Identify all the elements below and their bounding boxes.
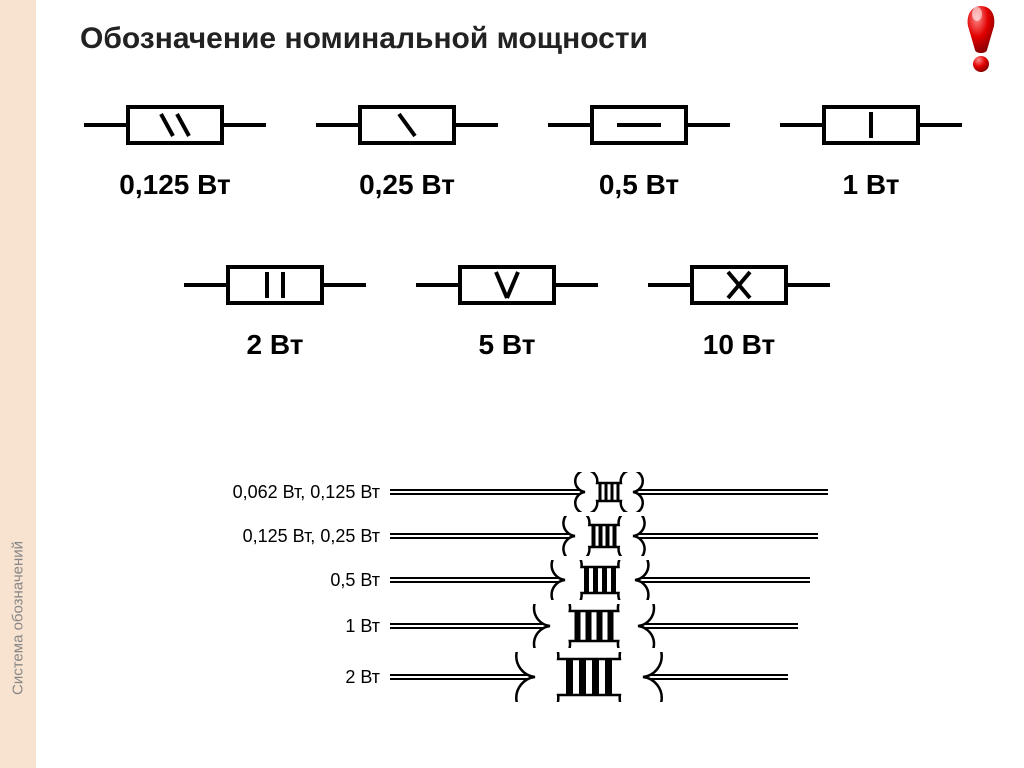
physical-resistor-row: 0,125 Вт, 0,25 Вт — [150, 516, 828, 556]
sidebar-panel: Система обозначений — [0, 0, 36, 768]
sidebar-label: Система обозначений — [0, 488, 36, 748]
schematic-row-2: 2 Вт 5 Вт 10 Вт — [180, 255, 834, 361]
physical-resistor-label: 0,062 Вт, 0,125 Вт — [150, 482, 390, 503]
schematic-symbol: 0,125 Вт — [80, 95, 270, 201]
physical-resistor-icon — [390, 516, 818, 556]
schematic-symbol: 0,5 Вт — [544, 95, 734, 201]
physical-resistor-label: 0,125 Вт, 0,25 Вт — [150, 526, 390, 547]
physical-resistor-row: 0,062 Вт, 0,125 Вт — [150, 472, 828, 512]
schematic-symbol: 5 Вт — [412, 255, 602, 361]
physical-resistor-list: 0,062 Вт, 0,125 Вт 0,125 Вт, 0,25 Вт 0,5… — [150, 472, 828, 706]
physical-resistor-row: 1 Вт — [150, 604, 828, 648]
schematic-label: 0,125 Вт — [119, 169, 230, 201]
schematic-symbol: 2 Вт — [180, 255, 370, 361]
physical-resistor-label: 0,5 Вт — [150, 570, 390, 591]
schematic-label: 2 Вт — [247, 329, 304, 361]
physical-resistor-icon — [390, 604, 798, 648]
exclamation-icon — [956, 4, 1006, 74]
schematic-label: 5 Вт — [479, 329, 536, 361]
physical-resistor-row: 2 Вт — [150, 652, 828, 702]
schematic-row-1: 0,125 Вт 0,25 Вт 0,5 Вт — [80, 95, 966, 201]
physical-resistor-label: 2 Вт — [150, 667, 390, 688]
physical-resistor-icon — [390, 560, 810, 600]
schematic-symbol: 0,25 Вт — [312, 95, 502, 201]
schematic-symbol: 10 Вт — [644, 255, 834, 361]
schematic-label: 0,5 Вт — [599, 169, 679, 201]
schematic-label: 0,25 Вт — [359, 169, 455, 201]
physical-resistor-label: 1 Вт — [150, 616, 390, 637]
schematic-symbol: 1 Вт — [776, 95, 966, 201]
physical-resistor-row: 0,5 Вт — [150, 560, 828, 600]
schematic-label: 10 Вт — [703, 329, 776, 361]
physical-resistor-icon — [390, 472, 828, 512]
physical-resistor-icon — [390, 652, 788, 702]
page-title: Обозначение номинальной мощности — [80, 22, 648, 56]
schematic-label: 1 Вт — [843, 169, 900, 201]
